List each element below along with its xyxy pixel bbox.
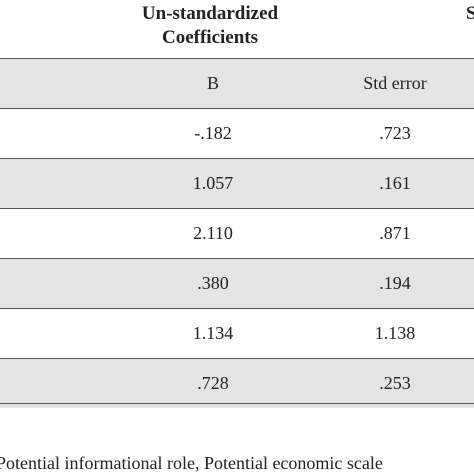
data-row: 1.134 1.138 [0,308,474,358]
cell: B [206,73,220,93]
cell: 1.138 [374,323,416,343]
cell: .380 [197,273,229,293]
cell: .253 [379,373,411,393]
header-title-line-1: Un-standardized [141,3,279,24]
data-row: -.182 .723 [0,108,474,158]
data-row: .728 .253 [0,358,474,408]
header-title-line-2: Coefficients [161,27,259,48]
header-row: B Std error [0,58,474,108]
bottom-rule [0,403,474,404]
cell: 2.110 [193,223,233,243]
cell: 1.057 [192,173,234,193]
cell: 1.134 [192,323,234,343]
cell: .161 [379,173,411,193]
cell: .728 [197,373,229,393]
data-row: 2.110 .871 [0,208,474,258]
data-row: .380 .194 [0,258,474,308]
cell: .871 [379,223,411,243]
cell: Std error [363,73,427,93]
header-cut-title: S [466,3,474,24]
footnote: Potential informational role, Potential … [0,453,383,473]
data-row: 1.057 .161 [0,158,474,208]
cell: .194 [379,273,411,293]
cell: -.182 [194,123,232,143]
cell: .723 [379,123,411,143]
